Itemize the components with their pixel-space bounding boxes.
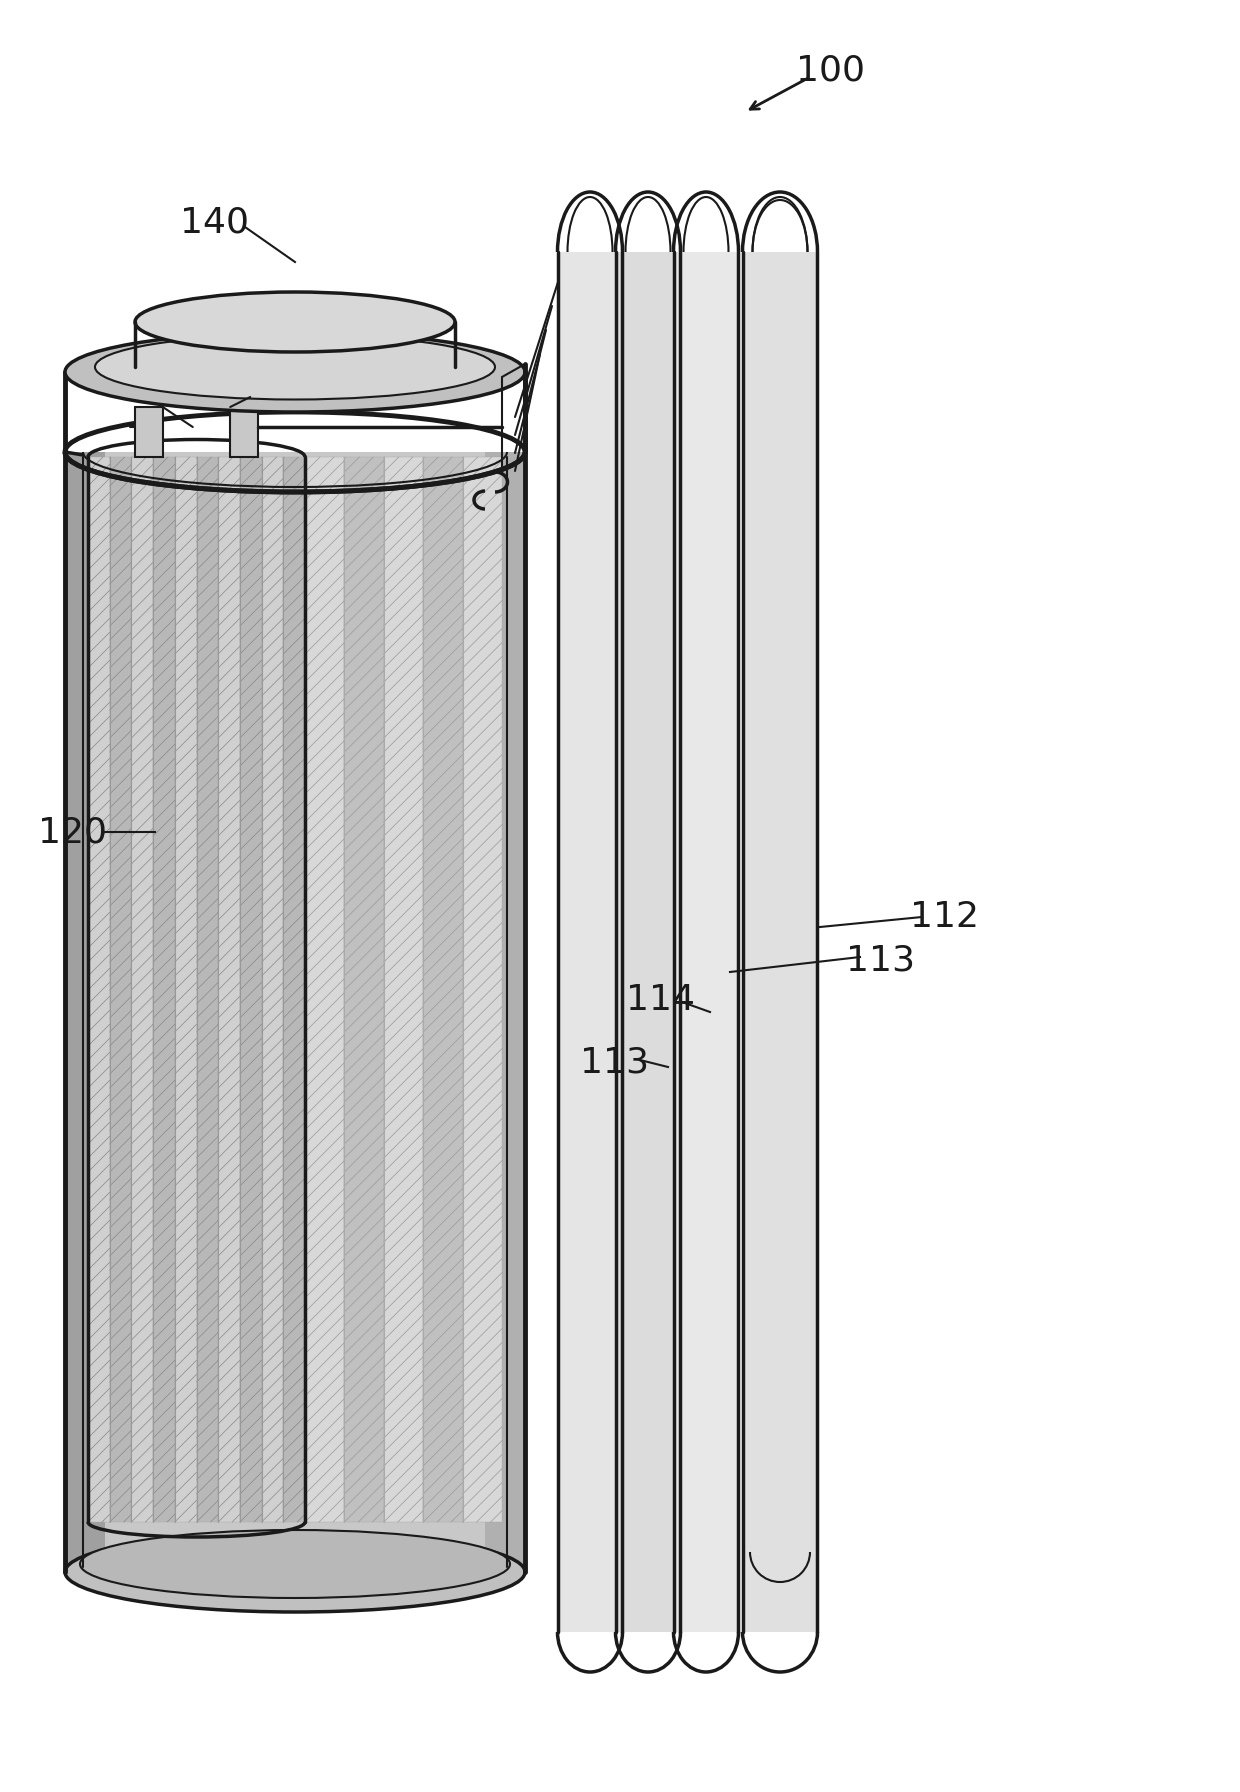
Polygon shape — [231, 407, 258, 457]
Text: 140: 140 — [181, 204, 249, 238]
Polygon shape — [743, 253, 817, 1633]
Text: 120: 120 — [37, 815, 107, 849]
Text: 113: 113 — [846, 943, 915, 977]
Ellipse shape — [64, 332, 525, 412]
Polygon shape — [305, 457, 345, 1521]
Polygon shape — [88, 457, 305, 1521]
Polygon shape — [153, 457, 175, 1521]
Polygon shape — [485, 452, 525, 1572]
Polygon shape — [463, 457, 502, 1521]
Text: 113: 113 — [580, 1045, 650, 1079]
Polygon shape — [262, 457, 283, 1521]
Polygon shape — [218, 457, 239, 1521]
Polygon shape — [345, 457, 384, 1521]
Polygon shape — [64, 452, 525, 1572]
Polygon shape — [384, 457, 423, 1521]
Ellipse shape — [64, 1532, 525, 1613]
Polygon shape — [558, 253, 622, 1633]
Polygon shape — [283, 457, 305, 1521]
Ellipse shape — [95, 335, 495, 400]
Ellipse shape — [135, 292, 455, 351]
Polygon shape — [423, 457, 463, 1521]
Polygon shape — [109, 457, 131, 1521]
Polygon shape — [616, 253, 680, 1633]
Polygon shape — [675, 253, 738, 1633]
Ellipse shape — [81, 1530, 510, 1598]
Polygon shape — [239, 457, 262, 1521]
Polygon shape — [88, 457, 109, 1521]
Text: 100: 100 — [796, 54, 864, 88]
Polygon shape — [175, 457, 196, 1521]
Polygon shape — [131, 457, 153, 1521]
Polygon shape — [135, 407, 162, 457]
Polygon shape — [196, 457, 218, 1521]
Text: 114: 114 — [625, 984, 694, 1018]
Polygon shape — [64, 452, 105, 1572]
Text: 112: 112 — [909, 900, 978, 934]
